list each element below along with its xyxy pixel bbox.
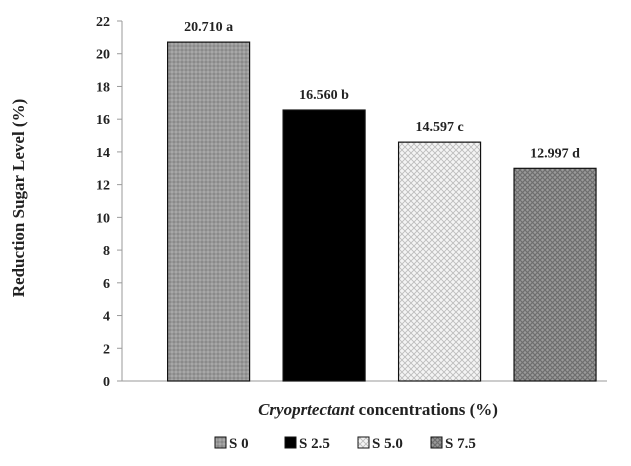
y-tick-label: 22 [96, 15, 110, 30]
legend-swatch [284, 436, 297, 449]
bars [167, 41, 597, 382]
y-tick-label: 14 [96, 146, 110, 161]
y-tick-label: 16 [96, 113, 110, 128]
x-axis-title: Cryoprtectant concentrations (%) [258, 400, 498, 419]
y-tick-label: 20 [96, 48, 110, 63]
legend: S 0 S 2.5 S 5.0 S 7.5 [214, 436, 476, 452]
y-axis: 0 2 4 6 8 10 12 14 16 18 20 22 [96, 15, 607, 390]
bar-s-5-0 [397, 141, 482, 382]
x-axis-title-italic: Cryoprtectant [258, 400, 356, 419]
legend-label: S 7.5 [445, 436, 476, 452]
data-label: 14.597 c [415, 120, 463, 135]
legend-swatch [214, 436, 227, 449]
y-tick-label: 10 [96, 211, 110, 226]
legend-label: S 0 [229, 436, 249, 452]
legend-swatch [357, 436, 370, 449]
y-tick-label: 18 [96, 80, 110, 95]
y-tick-label: 2 [103, 342, 110, 357]
y-axis-title: Reduction Sugar Level (%) [9, 99, 28, 298]
data-label: 16.560 b [299, 88, 349, 103]
legend-label: S 2.5 [299, 436, 330, 452]
bar-s-7-5 [513, 167, 597, 382]
y-tick-label: 12 [96, 179, 110, 194]
y-tick-label: 0 [103, 375, 110, 390]
y-tick-label: 8 [103, 244, 110, 259]
y-tick-label: 6 [103, 277, 110, 292]
legend-swatch [430, 436, 443, 449]
y-tick-label: 4 [103, 310, 110, 325]
bar-s-2-5 [282, 109, 366, 382]
data-label: 20.710 a [184, 20, 233, 35]
data-labels: 20.710 a 16.560 b 14.597 c 12.997 d [184, 20, 580, 161]
x-axis-title-rest: concentrations (%) [354, 400, 498, 419]
legend-label: S 5.0 [372, 436, 403, 452]
data-label: 12.997 d [530, 146, 580, 161]
bar-s-0 [167, 41, 251, 382]
